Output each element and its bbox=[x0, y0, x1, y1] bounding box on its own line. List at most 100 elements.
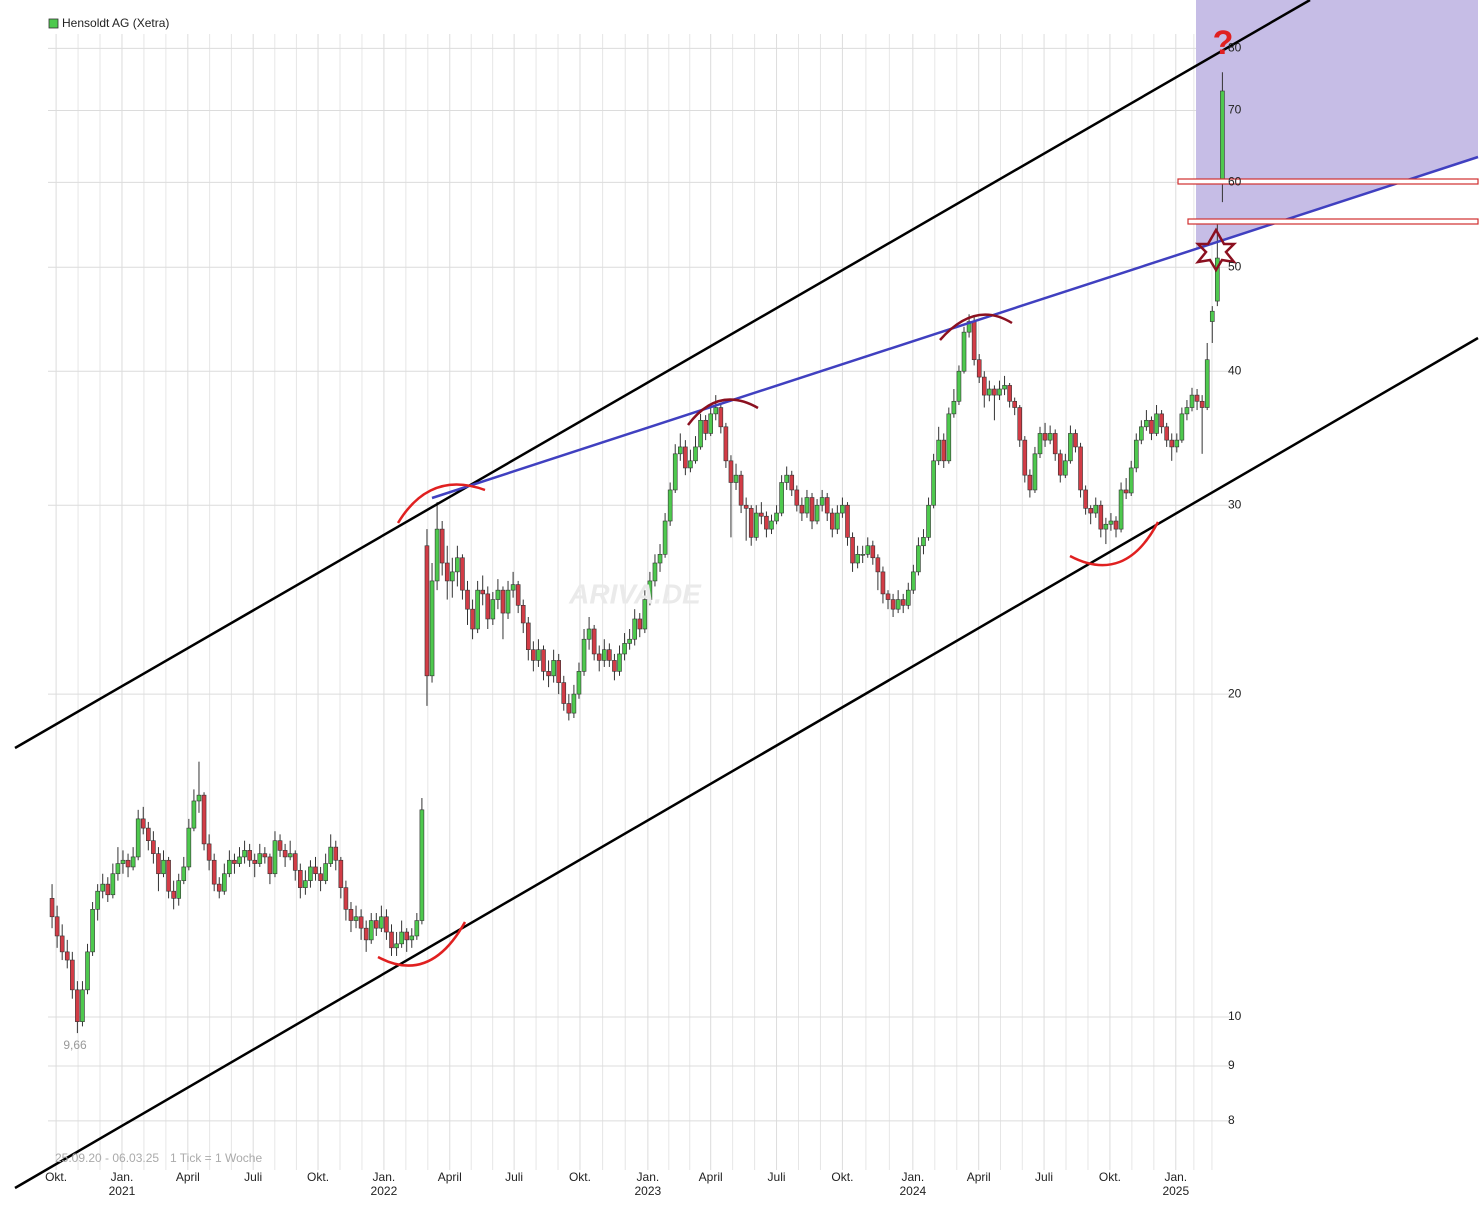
candle-body bbox=[890, 599, 896, 610]
candle-body bbox=[490, 599, 496, 620]
candle-body bbox=[1123, 489, 1129, 494]
candle-body bbox=[905, 589, 911, 606]
candle-body bbox=[1073, 433, 1078, 448]
x-tick-year: 2023 bbox=[635, 1184, 662, 1198]
watermark: ARIVA.DE bbox=[568, 578, 702, 609]
resistance-box bbox=[1187, 218, 1479, 225]
candle-body bbox=[216, 883, 222, 892]
candle-body bbox=[333, 846, 339, 861]
candle-body bbox=[607, 649, 612, 661]
candle-body bbox=[1179, 413, 1185, 441]
candle-body bbox=[698, 419, 703, 448]
candle-body bbox=[1017, 407, 1023, 441]
candle-body bbox=[733, 474, 739, 483]
candle-body bbox=[662, 520, 668, 555]
candle-body bbox=[1199, 400, 1205, 408]
candle-body bbox=[353, 916, 359, 921]
candle-body bbox=[171, 890, 176, 899]
candle-body bbox=[287, 853, 293, 858]
candle-body bbox=[931, 460, 936, 506]
candle-body bbox=[211, 859, 217, 885]
candle-body bbox=[206, 843, 212, 861]
candle-body bbox=[343, 887, 349, 910]
candle-body bbox=[596, 653, 602, 661]
candle-body bbox=[926, 504, 931, 538]
candle-body bbox=[282, 850, 288, 858]
candle-body bbox=[916, 545, 921, 573]
x-tick-label: Okt. bbox=[1099, 1170, 1121, 1184]
candle-body bbox=[500, 589, 506, 614]
candle-body bbox=[70, 959, 75, 991]
candle-body bbox=[95, 890, 100, 910]
candle-body bbox=[1204, 359, 1210, 408]
candle-body bbox=[911, 571, 916, 591]
candle-body bbox=[166, 859, 171, 892]
candle-body bbox=[161, 859, 166, 875]
resistance-line bbox=[431, 155, 1479, 500]
candle-body bbox=[424, 545, 430, 677]
candle-body bbox=[1220, 90, 1225, 183]
candle-body bbox=[571, 693, 577, 714]
candle-body bbox=[880, 571, 886, 595]
x-tick-label: Okt. bbox=[831, 1170, 853, 1184]
candle-body bbox=[146, 827, 151, 841]
candle-body bbox=[667, 489, 673, 522]
candle-body bbox=[151, 840, 156, 854]
legend-label: Hensoldt AG (Xetra) bbox=[62, 16, 169, 30]
candle-body bbox=[895, 599, 901, 610]
candle-body bbox=[1002, 385, 1007, 390]
candle-body bbox=[272, 840, 278, 875]
candle-body bbox=[556, 660, 561, 683]
x-tick-label: Jan. bbox=[637, 1170, 660, 1184]
upper-channel-line bbox=[14, 0, 1311, 750]
candle-body bbox=[277, 840, 283, 851]
candle-body bbox=[308, 866, 313, 881]
candle-body bbox=[135, 818, 141, 858]
candle-body bbox=[1083, 489, 1088, 509]
y-tick-label: 10 bbox=[1228, 1009, 1242, 1023]
candle-body bbox=[1149, 419, 1154, 434]
candle-body bbox=[1012, 400, 1017, 408]
candle-body bbox=[257, 853, 263, 864]
x-tick-label: April bbox=[967, 1170, 991, 1184]
legend-swatch bbox=[48, 18, 59, 29]
lower-channel-line bbox=[14, 336, 1479, 1190]
bottom-curve bbox=[1069, 521, 1160, 567]
candle-body bbox=[439, 528, 445, 564]
candle-body bbox=[617, 653, 622, 672]
candle-body bbox=[520, 605, 526, 624]
candle-body bbox=[774, 512, 779, 522]
candle-body bbox=[252, 859, 258, 864]
candle-body bbox=[1174, 439, 1180, 448]
candle-body bbox=[941, 439, 947, 462]
x-tick-year: 2024 bbox=[899, 1184, 926, 1198]
candle-body bbox=[455, 557, 460, 573]
candle-body bbox=[444, 562, 450, 582]
candle-body bbox=[1215, 257, 1220, 302]
candle-body bbox=[1022, 439, 1028, 476]
candle-body bbox=[885, 593, 891, 600]
candle-body bbox=[683, 446, 688, 469]
candle-body bbox=[860, 554, 865, 556]
candle-body bbox=[1209, 310, 1215, 322]
candle-body bbox=[1078, 446, 1083, 491]
candle-body bbox=[764, 515, 769, 530]
candle-body bbox=[85, 951, 90, 991]
candle-body bbox=[1063, 460, 1068, 476]
candle-body bbox=[1139, 426, 1144, 441]
candle-body bbox=[247, 850, 252, 861]
candle-body bbox=[546, 671, 551, 677]
y-tick-label: 8 bbox=[1228, 1113, 1235, 1127]
candle-body bbox=[338, 859, 344, 888]
candle-body bbox=[971, 321, 977, 361]
candle-body bbox=[358, 916, 364, 929]
candle-body bbox=[723, 426, 729, 462]
candle-body bbox=[75, 989, 80, 1022]
candle-body bbox=[379, 916, 384, 929]
candle-body bbox=[227, 859, 232, 875]
candle-body bbox=[54, 916, 60, 937]
candle-body bbox=[348, 909, 354, 921]
candle-body bbox=[105, 883, 111, 896]
candle-body bbox=[637, 618, 643, 630]
candle-body bbox=[1007, 385, 1012, 402]
